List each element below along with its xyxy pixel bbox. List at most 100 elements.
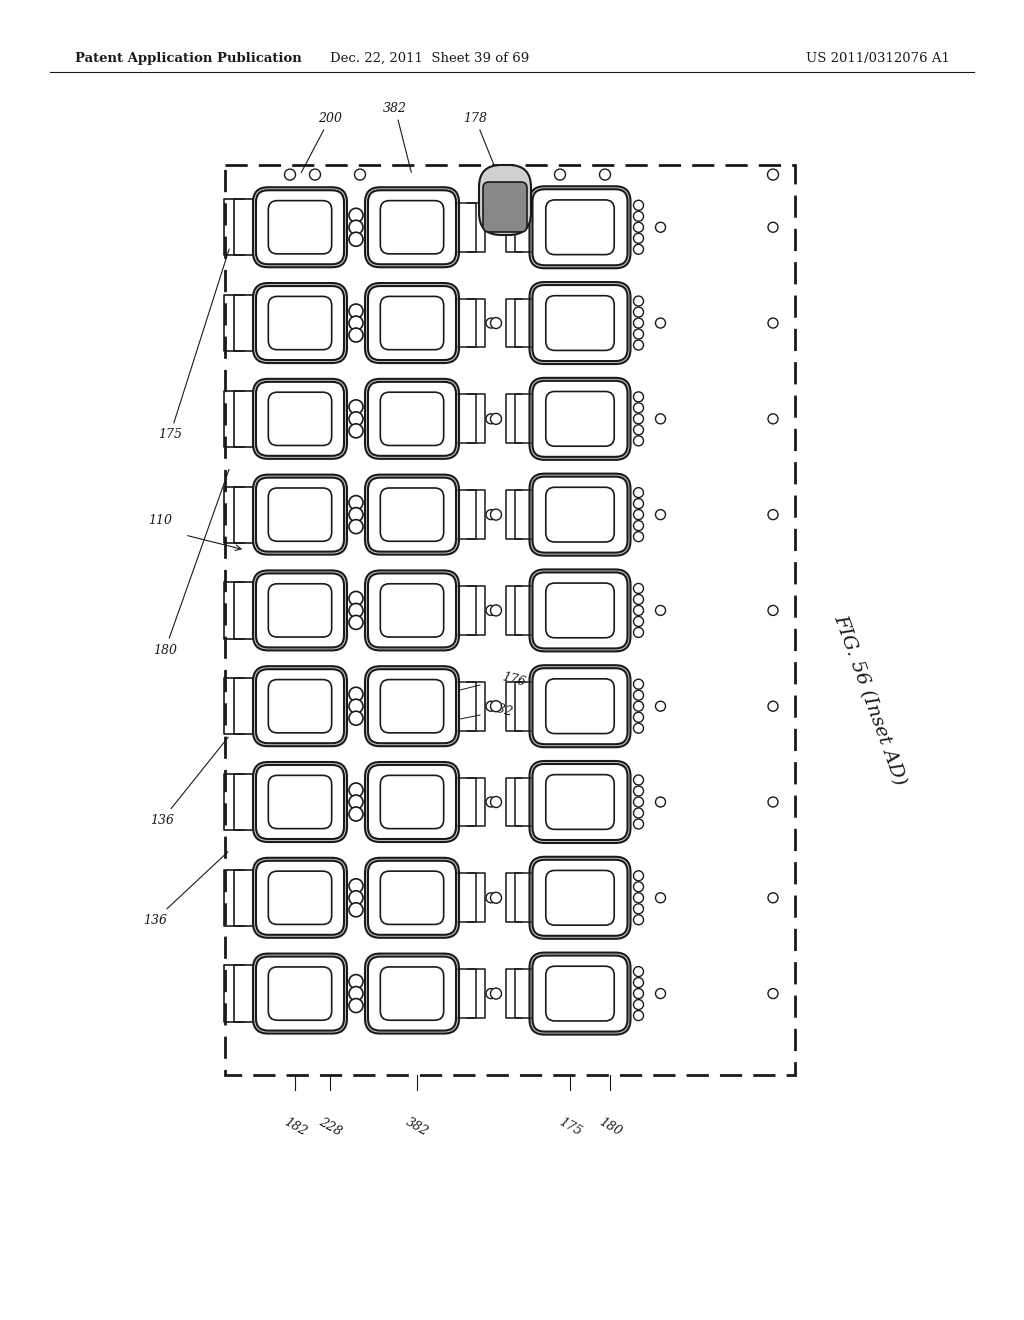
Circle shape xyxy=(634,425,643,434)
Circle shape xyxy=(599,169,610,180)
FancyBboxPatch shape xyxy=(256,478,344,552)
FancyBboxPatch shape xyxy=(256,766,344,840)
Circle shape xyxy=(349,400,362,414)
Circle shape xyxy=(349,795,362,809)
Circle shape xyxy=(655,701,666,711)
Circle shape xyxy=(768,169,778,180)
FancyBboxPatch shape xyxy=(529,282,631,364)
Circle shape xyxy=(349,304,362,318)
Circle shape xyxy=(349,807,362,821)
Circle shape xyxy=(768,701,778,711)
FancyBboxPatch shape xyxy=(256,573,344,647)
Text: FIG. 56 (Inset AD): FIG. 56 (Inset AD) xyxy=(830,612,909,788)
FancyBboxPatch shape xyxy=(529,474,631,556)
Circle shape xyxy=(490,892,502,903)
FancyBboxPatch shape xyxy=(365,282,459,363)
Circle shape xyxy=(655,222,666,232)
Circle shape xyxy=(634,966,643,977)
Circle shape xyxy=(634,690,643,700)
Circle shape xyxy=(349,700,362,713)
Text: US 2011/0312076 A1: US 2011/0312076 A1 xyxy=(806,51,950,65)
FancyBboxPatch shape xyxy=(365,667,459,746)
FancyBboxPatch shape xyxy=(256,286,344,360)
Circle shape xyxy=(634,989,643,998)
FancyBboxPatch shape xyxy=(253,858,347,937)
FancyBboxPatch shape xyxy=(380,488,443,541)
Text: 200: 200 xyxy=(301,111,342,173)
FancyBboxPatch shape xyxy=(529,186,631,268)
FancyBboxPatch shape xyxy=(529,953,631,1035)
Text: 180: 180 xyxy=(596,1115,624,1138)
Circle shape xyxy=(349,891,362,904)
FancyBboxPatch shape xyxy=(380,680,443,733)
FancyBboxPatch shape xyxy=(532,764,628,840)
Circle shape xyxy=(490,796,502,808)
Circle shape xyxy=(634,341,643,350)
FancyBboxPatch shape xyxy=(546,678,614,734)
FancyBboxPatch shape xyxy=(532,189,628,265)
FancyBboxPatch shape xyxy=(268,871,332,924)
Circle shape xyxy=(349,591,362,606)
Circle shape xyxy=(349,424,362,438)
FancyBboxPatch shape xyxy=(368,573,456,647)
Circle shape xyxy=(634,318,643,329)
Circle shape xyxy=(634,594,643,605)
Circle shape xyxy=(634,616,643,627)
FancyBboxPatch shape xyxy=(365,570,459,651)
FancyBboxPatch shape xyxy=(546,583,614,638)
Circle shape xyxy=(634,915,643,925)
Circle shape xyxy=(768,606,778,615)
FancyBboxPatch shape xyxy=(380,775,443,829)
Circle shape xyxy=(349,783,362,797)
Circle shape xyxy=(634,414,643,424)
FancyBboxPatch shape xyxy=(256,190,344,264)
Circle shape xyxy=(349,998,362,1012)
FancyBboxPatch shape xyxy=(529,857,631,939)
FancyBboxPatch shape xyxy=(268,488,332,541)
Circle shape xyxy=(354,169,366,180)
Circle shape xyxy=(349,603,362,618)
Circle shape xyxy=(634,904,643,913)
Circle shape xyxy=(490,701,502,711)
FancyBboxPatch shape xyxy=(253,667,347,746)
Circle shape xyxy=(634,296,643,306)
FancyBboxPatch shape xyxy=(268,968,332,1020)
Text: 175: 175 xyxy=(158,249,229,441)
FancyBboxPatch shape xyxy=(546,487,614,543)
Circle shape xyxy=(634,201,643,210)
Text: 382: 382 xyxy=(383,102,412,173)
Circle shape xyxy=(490,989,502,999)
FancyBboxPatch shape xyxy=(268,201,332,253)
Text: 228: 228 xyxy=(316,1115,344,1138)
Circle shape xyxy=(655,318,666,329)
FancyBboxPatch shape xyxy=(365,953,459,1034)
Circle shape xyxy=(655,606,666,615)
Text: 176: 176 xyxy=(500,671,526,689)
FancyBboxPatch shape xyxy=(532,285,628,362)
FancyBboxPatch shape xyxy=(256,861,344,935)
FancyBboxPatch shape xyxy=(532,956,628,1031)
Circle shape xyxy=(490,413,502,424)
Circle shape xyxy=(634,999,643,1010)
FancyBboxPatch shape xyxy=(365,475,459,554)
FancyBboxPatch shape xyxy=(365,187,459,267)
Text: 180: 180 xyxy=(153,470,229,656)
FancyBboxPatch shape xyxy=(529,665,631,747)
FancyBboxPatch shape xyxy=(546,966,614,1020)
Circle shape xyxy=(634,499,643,508)
Circle shape xyxy=(349,903,362,917)
Circle shape xyxy=(634,680,643,689)
Circle shape xyxy=(634,520,643,531)
Text: Dec. 22, 2011  Sheet 39 of 69: Dec. 22, 2011 Sheet 39 of 69 xyxy=(331,51,529,65)
Circle shape xyxy=(655,414,666,424)
Circle shape xyxy=(634,403,643,413)
Circle shape xyxy=(634,308,643,317)
FancyBboxPatch shape xyxy=(479,165,531,235)
Text: 175: 175 xyxy=(556,1115,584,1138)
Text: 110: 110 xyxy=(148,513,172,527)
Circle shape xyxy=(349,220,362,234)
Circle shape xyxy=(655,510,666,520)
FancyBboxPatch shape xyxy=(532,859,628,936)
Text: 178: 178 xyxy=(463,111,499,177)
Circle shape xyxy=(655,797,666,807)
